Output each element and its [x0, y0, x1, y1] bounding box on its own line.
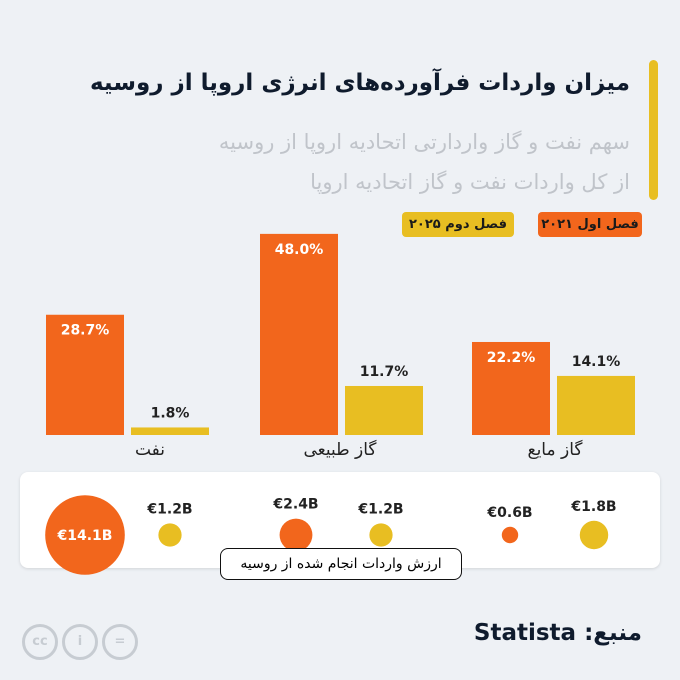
bar-value-label: 11.7% [360, 364, 409, 380]
accent-bar [649, 60, 658, 200]
chart-subtitle: سهم نفت و گاز واردارتی اتحادیه اروپا از … [218, 130, 630, 194]
bubble-value-label: €1.2B [146, 501, 192, 517]
value-bubble [279, 518, 313, 552]
source-label: منبع: Statista [473, 620, 642, 646]
by-icon: i [62, 624, 98, 660]
bubble-value-label: €1.8B [570, 499, 616, 515]
legend-q2-2025: فصل دوم ۲۰۲۵ [402, 212, 514, 237]
category-label-oil: نفت [134, 440, 166, 460]
value-bubble [501, 526, 519, 544]
bar [557, 375, 635, 435]
bar-value-label: 1.8% [151, 405, 190, 421]
bar [131, 427, 209, 435]
bar [345, 385, 423, 435]
bubble-value-label: €0.6B [486, 505, 532, 521]
cc-icon: cc [22, 624, 58, 660]
category-label-natural-gas: گاز طبیعی [303, 440, 377, 460]
nd-icon: = [102, 624, 138, 660]
bar-value-label: 14.1% [572, 354, 621, 370]
bubble-value-label: €14.1B [57, 528, 113, 544]
chart-title: میزان واردات فرآورده‌های انرژی اروپا از … [89, 70, 630, 96]
bar-value-label: 22.2% [487, 350, 536, 366]
bar [472, 341, 550, 435]
category-label-lng: گاز مایع [527, 440, 583, 460]
bar-value-label: 48.0% [275, 242, 324, 258]
bubble-value-label: €1.2B [357, 501, 403, 517]
value-bubble [579, 520, 609, 550]
bar-value-label: 28.7% [61, 323, 110, 339]
bubble-value-label: €2.4B [272, 497, 318, 513]
bar [46, 314, 124, 435]
value-bubble [158, 523, 182, 547]
legend-q1-2021: فصل اول ۲۰۲۱ [538, 212, 642, 237]
bar [260, 233, 338, 435]
value-bubble [45, 495, 125, 575]
import-value-label: ارزش واردات انجام شده از روسیه [220, 548, 462, 580]
value-bubble [369, 523, 393, 547]
